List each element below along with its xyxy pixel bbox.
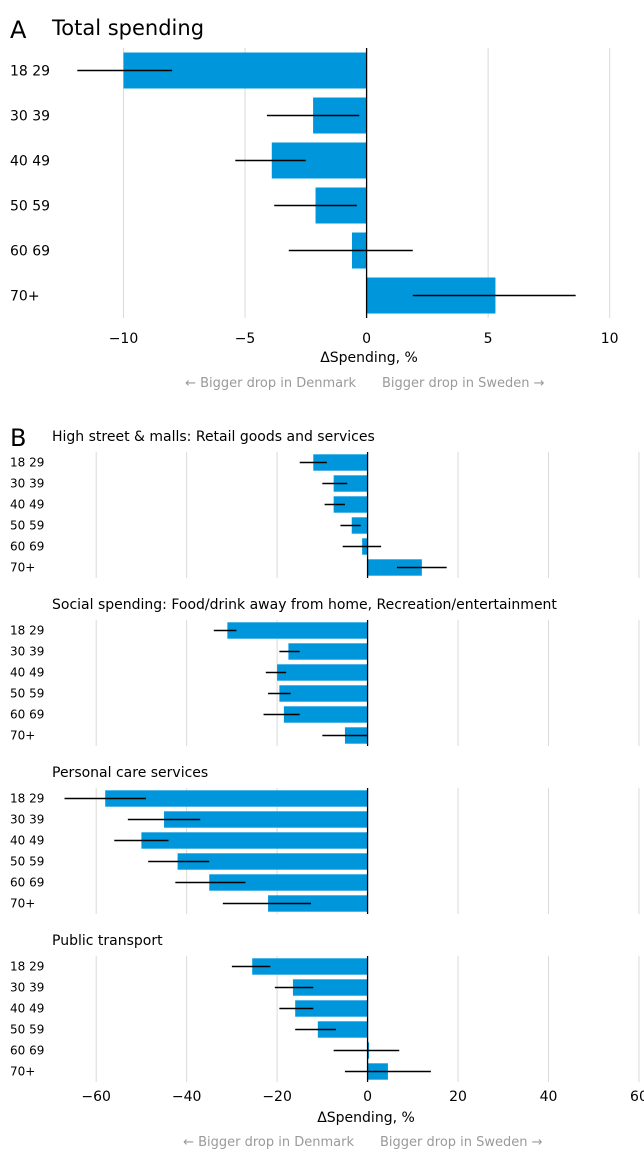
facet-1-bar-4 <box>283 706 368 723</box>
panel-b-x-tick-label-6: 60 <box>630 1089 644 1105</box>
facet-3-bar-0 <box>252 958 368 975</box>
facet-1-bar-3 <box>279 685 368 702</box>
facet-1-bar-2 <box>277 664 368 681</box>
facet-2-bar-2 <box>141 832 368 849</box>
facet-3-bar-2 <box>295 1000 368 1017</box>
facet-0: High street & malls: Retail goods and se… <box>10 429 640 578</box>
facet-2-category-label-3: 50 59 <box>10 855 44 869</box>
panel-b-letter: B <box>10 424 26 452</box>
facet-1-category-label-5: 70+ <box>10 729 35 743</box>
facet-0-bar-2 <box>333 496 368 513</box>
panel-a-category-label-5: 70+ <box>10 289 40 305</box>
facet-2-category-label-0: 18 29 <box>10 792 44 806</box>
facet-3-category-label-3: 50 59 <box>10 1023 44 1037</box>
panel-b-x-tick-label-2: −20 <box>262 1089 292 1105</box>
panel-a-category-label-0: 18 29 <box>10 64 50 80</box>
facet-0-category-label-1: 30 39 <box>10 477 44 491</box>
facet-3-category-label-2: 40 49 <box>10 1002 44 1016</box>
facet-2-category-label-5: 70+ <box>10 897 35 911</box>
facet-0-bar-1 <box>333 475 368 492</box>
panel-b-note-right: Bigger drop in Sweden → <box>380 1135 543 1150</box>
panel-a-x-tick-label-3: 5 <box>484 331 493 347</box>
facet-1-bar-0 <box>227 622 368 639</box>
panel-b-x-tick-label-1: −40 <box>172 1089 202 1105</box>
facet-2-category-label-2: 40 49 <box>10 834 44 848</box>
facet-2-bar-0 <box>105 790 368 807</box>
panel-a-note-right: Bigger drop in Sweden → <box>382 376 545 391</box>
panel-b-x-tick-label-3: 0 <box>363 1089 372 1105</box>
panel-a-category-label-3: 50 59 <box>10 199 50 215</box>
panel-a-x-tick-label-1: −5 <box>235 331 256 347</box>
facet-0-bar-5 <box>367 559 422 576</box>
panel-b-x-tick-label-4: 20 <box>449 1089 467 1105</box>
panel-b-plot: High street & malls: Retail goods and se… <box>10 429 644 1105</box>
facet-0-title: High street & malls: Retail goods and se… <box>52 429 375 445</box>
panel-b-note-left: ← Bigger drop in Denmark <box>183 1135 354 1150</box>
facet-0-category-label-4: 60 69 <box>10 540 44 554</box>
panel-b-x-axis-label: ΔSpending, % <box>317 1110 415 1126</box>
panel-a-category-label-2: 40 49 <box>10 154 50 170</box>
facet-1-category-label-3: 50 59 <box>10 687 44 701</box>
facet-0-bar-0 <box>313 454 368 471</box>
facet-1-category-label-0: 18 29 <box>10 624 44 638</box>
panel-a-x-tick-label-0: −10 <box>109 331 139 347</box>
facet-3-title: Public transport <box>52 933 163 949</box>
facet-3-category-label-5: 70+ <box>10 1065 35 1079</box>
facet-1-title: Social spending: Food/drink away from ho… <box>52 597 557 613</box>
panel-a-category-label-1: 30 39 <box>10 109 50 125</box>
facet-3: Public transport 18 29 30 39 40 49 50 59 60 6… <box>10 933 640 1082</box>
facet-1-category-label-1: 30 39 <box>10 645 44 659</box>
panel-b-x-tick-label-5: 40 <box>540 1089 558 1105</box>
facet-2: Personal care services 18 29 30 39 40 49 50 … <box>10 765 640 914</box>
facet-3-category-label-0: 18 29 <box>10 960 44 974</box>
facet-2-category-label-1: 30 39 <box>10 813 44 827</box>
panel-a-x-tick-label-2: 0 <box>362 331 371 347</box>
panel-a-x-tick-label-4: 10 <box>601 331 619 347</box>
panel-a-letter: A <box>10 16 27 44</box>
facet-3-category-label-1: 30 39 <box>10 981 44 995</box>
facet-2-bar-1 <box>164 811 368 828</box>
panel-a-x-axis-label: ΔSpending, % <box>320 350 418 366</box>
facet-0-category-label-0: 18 29 <box>10 456 44 470</box>
panel-a-note-left: ← Bigger drop in Denmark <box>185 376 356 391</box>
facet-3-bar-3 <box>317 1021 368 1038</box>
facet-2-bar-3 <box>177 853 368 870</box>
facet-1-bar-1 <box>288 643 368 660</box>
panel-a-category-label-4: 60 69 <box>10 244 50 260</box>
panel-b-x-tick-label-0: −60 <box>81 1089 111 1105</box>
panel-a-plot: 18 29 30 39 40 49 50 59 60 69 70+ −10 −5 0 5 10 <box>10 48 619 347</box>
facet-1: Social spending: Food/drink away from ho… <box>10 597 640 746</box>
facet-2-title: Personal care services <box>52 765 208 781</box>
facet-1-category-label-2: 40 49 <box>10 666 44 680</box>
facet-0-category-label-3: 50 59 <box>10 519 44 533</box>
facet-2-category-label-4: 60 69 <box>10 876 44 890</box>
facet-3-category-label-4: 60 69 <box>10 1044 44 1058</box>
facet-0-category-label-2: 40 49 <box>10 498 44 512</box>
facet-0-category-label-5: 70+ <box>10 561 35 575</box>
facet-2-bar-5 <box>268 895 368 912</box>
panel-a-title: Total spending <box>51 16 204 40</box>
facet-1-category-label-4: 60 69 <box>10 708 44 722</box>
facet-2-bar-4 <box>209 874 368 891</box>
facet-3-bar-1 <box>292 979 368 996</box>
